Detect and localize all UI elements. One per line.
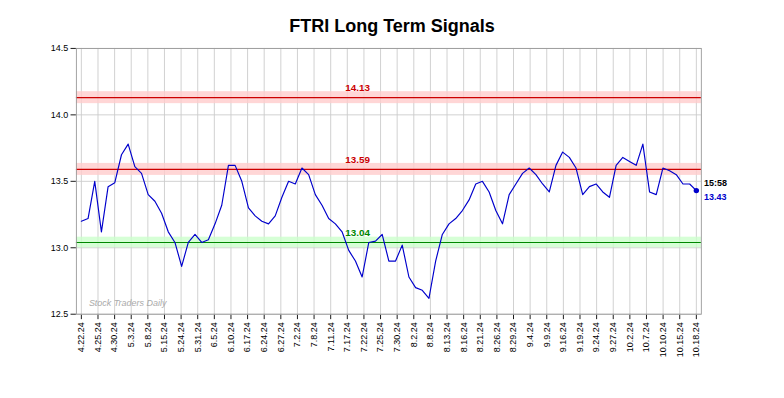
svg-text:6.5.24: 6.5.24 — [209, 322, 219, 347]
svg-text:9.19.24: 9.19.24 — [575, 322, 585, 352]
html-text:FTRI Long Term Signals: FTRI Long Term Signals — [289, 16, 495, 36]
svg-text:7.8.24: 7.8.24 — [309, 322, 319, 347]
svg-text:15:58: 15:58 — [704, 178, 727, 188]
svg-text:14.13: 14.13 — [345, 82, 370, 93]
svg-text:7.22.24: 7.22.24 — [359, 322, 369, 352]
svg-text:9.27.24: 9.27.24 — [608, 322, 618, 352]
svg-text:13.43: 13.43 — [704, 192, 726, 202]
svg-text:8.21.24: 8.21.24 — [475, 322, 485, 352]
svg-text:5.24.24: 5.24.24 — [176, 322, 186, 352]
svg-text:8.8.24: 8.8.24 — [425, 322, 435, 347]
svg-text:10.15.24: 10.15.24 — [675, 322, 685, 357]
svg-text:13.0: 13.0 — [51, 243, 68, 253]
svg-text:7.17.24: 7.17.24 — [342, 322, 352, 352]
svg-text:6.27.24: 6.27.24 — [276, 322, 286, 352]
svg-text:Stock Traders Daily: Stock Traders Daily — [89, 298, 167, 308]
svg-text:13.5: 13.5 — [51, 176, 68, 186]
svg-text:4.22.24: 4.22.24 — [76, 322, 86, 352]
svg-text:9.4.24: 9.4.24 — [525, 322, 535, 347]
svg-text:10.18.24: 10.18.24 — [691, 322, 701, 357]
svg-text:7.30.24: 7.30.24 — [392, 322, 402, 352]
svg-text:9.24.24: 9.24.24 — [591, 322, 601, 352]
svg-text:10.10.24: 10.10.24 — [658, 322, 668, 357]
svg-text:7.11.24: 7.11.24 — [326, 322, 336, 351]
svg-text:6.10.24: 6.10.24 — [226, 322, 236, 352]
svg-text:6.24.24: 6.24.24 — [259, 322, 269, 352]
svg-text:8.13.24: 8.13.24 — [442, 322, 452, 352]
svg-text:7.2.24: 7.2.24 — [292, 322, 302, 347]
svg-text:13.59: 13.59 — [345, 154, 370, 165]
svg-text:5.31.24: 5.31.24 — [193, 322, 203, 352]
svg-text:8.29.24: 8.29.24 — [508, 322, 518, 352]
svg-text:8.2.24: 8.2.24 — [409, 322, 419, 347]
svg-text:8.26.24: 8.26.24 — [492, 322, 502, 352]
svg-text:9.16.24: 9.16.24 — [558, 322, 568, 352]
svg-text:5.8.24: 5.8.24 — [143, 322, 153, 347]
svg-text:9.9.24: 9.9.24 — [542, 322, 552, 347]
svg-text:5.3.24: 5.3.24 — [126, 322, 136, 347]
svg-text:7.25.24: 7.25.24 — [375, 322, 385, 352]
svg-text:10.2.24: 10.2.24 — [625, 322, 635, 352]
svg-text:4.30.24: 4.30.24 — [109, 322, 119, 352]
svg-text:8.16.24: 8.16.24 — [459, 322, 469, 352]
svg-text:14.0: 14.0 — [51, 110, 68, 120]
svg-text:4.25.24: 4.25.24 — [93, 322, 103, 352]
svg-text:6.17.24: 6.17.24 — [242, 322, 252, 352]
svg-text:14.5: 14.5 — [51, 43, 68, 53]
svg-text:13.04: 13.04 — [345, 227, 370, 238]
svg-text:5.15.24: 5.15.24 — [159, 322, 169, 352]
svg-text:12.5: 12.5 — [51, 309, 68, 319]
svg-text:10.7.24: 10.7.24 — [641, 322, 651, 352]
